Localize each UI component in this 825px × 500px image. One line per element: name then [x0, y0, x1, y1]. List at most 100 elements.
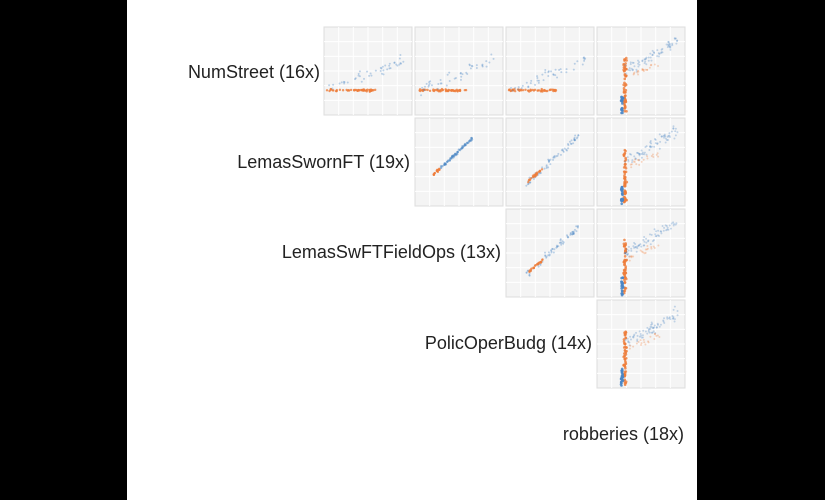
data-point [621, 376, 624, 379]
data-point [622, 166, 626, 169]
data-point [630, 166, 633, 169]
data-point [520, 87, 523, 90]
data-point [650, 245, 653, 248]
data-point [652, 330, 655, 333]
data-point [643, 151, 646, 154]
data-point [640, 334, 643, 337]
data-point [632, 336, 635, 339]
data-point [380, 67, 383, 70]
data-point [372, 89, 375, 92]
data-point [667, 134, 670, 137]
data-point [636, 151, 639, 154]
data-point [656, 334, 659, 337]
data-point [642, 244, 645, 247]
data-point [653, 51, 656, 54]
data-point [399, 62, 402, 65]
data-point [655, 235, 658, 238]
data-point [439, 165, 443, 168]
data-point [354, 78, 357, 81]
data-point [620, 106, 624, 110]
data-point [623, 170, 627, 174]
data-point [668, 43, 671, 46]
data-point [675, 222, 678, 225]
data-point [632, 73, 635, 76]
data-point [389, 67, 392, 70]
data-point [668, 224, 671, 227]
data-point [649, 328, 652, 331]
scatter-cell [596, 26, 686, 116]
data-point [570, 142, 573, 145]
data-point [388, 67, 391, 70]
data-point [643, 341, 646, 344]
data-point [624, 82, 627, 86]
data-point [518, 89, 521, 92]
data-point [549, 158, 552, 161]
data-point [573, 138, 576, 141]
data-point [360, 80, 363, 83]
data-point [668, 42, 671, 45]
data-point [672, 317, 675, 320]
data-point [470, 64, 473, 67]
data-point [561, 148, 564, 151]
data-point [636, 338, 639, 341]
data-point [648, 331, 651, 334]
data-point [470, 136, 473, 140]
data-point [643, 252, 646, 255]
data-point [622, 153, 626, 156]
data-point [661, 51, 664, 54]
data-point [666, 135, 669, 138]
data-point [446, 73, 449, 76]
data-point [662, 134, 665, 137]
data-point [439, 78, 442, 81]
data-point [551, 247, 554, 250]
data-point [552, 155, 555, 158]
data-point [382, 69, 385, 72]
data-point [668, 134, 671, 137]
data-point [577, 134, 580, 137]
data-point [547, 166, 550, 169]
data-point [622, 90, 626, 94]
data-point [527, 85, 530, 88]
data-point [492, 57, 495, 60]
data-point [676, 39, 679, 42]
data-point [660, 51, 663, 54]
data-point [637, 59, 640, 62]
data-point [647, 328, 650, 331]
data-point [398, 63, 401, 66]
data-point [572, 68, 575, 71]
data-point [627, 160, 630, 163]
data-point [657, 64, 660, 67]
data-point [429, 80, 432, 83]
data-point [645, 56, 648, 59]
data-point [653, 337, 656, 340]
data-point [644, 60, 647, 63]
data-point [646, 332, 649, 335]
data-point [621, 193, 624, 197]
data-point [650, 142, 653, 145]
data-point [641, 336, 644, 339]
data-point [559, 241, 562, 244]
data-point [620, 276, 623, 280]
data-point [662, 319, 665, 322]
data-point [384, 64, 387, 67]
data-point [539, 263, 542, 266]
data-point [653, 333, 656, 336]
data-point [466, 73, 469, 76]
data-point [674, 223, 677, 226]
data-point [636, 71, 639, 74]
data-point [547, 251, 550, 254]
data-point [621, 286, 624, 289]
data-point [652, 327, 655, 330]
data-point [671, 42, 674, 45]
chart-panel: NumStreet (16x) LemasSwornFT (19x) Lemas… [127, 0, 697, 500]
data-point [636, 245, 639, 248]
data-point [341, 89, 345, 92]
data-point [623, 342, 627, 346]
data-point [553, 248, 556, 251]
data-point [648, 327, 651, 330]
data-point [572, 232, 575, 235]
data-point [656, 49, 659, 52]
data-point [625, 250, 628, 253]
data-point [558, 68, 561, 71]
data-point [559, 238, 562, 241]
